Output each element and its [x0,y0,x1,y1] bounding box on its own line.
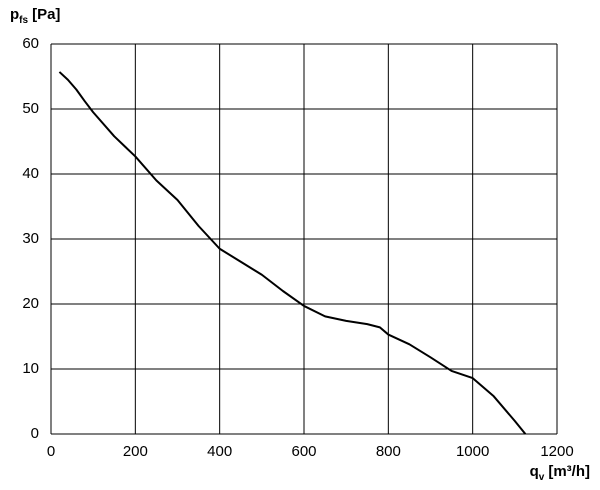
x-label-symbol: q [530,463,539,480]
y-tick-label: 50 [22,100,39,117]
y-label-subscript: fs [19,15,28,26]
x-label-unit: [m³/h] [548,463,590,480]
x-axis-label: qv [m³/h] [530,463,590,483]
x-tick-label: 800 [376,443,401,460]
y-tick-label: 0 [31,425,39,442]
x-tick-label: 200 [123,443,148,460]
y-axis-label: pfs [Pa] [10,6,60,26]
x-tick-label: 0 [47,443,55,460]
y-label-unit: [Pa] [32,6,60,23]
y-tick-label: 30 [22,230,39,247]
y-tick-label: 60 [22,35,39,52]
y-tick-label: 20 [22,295,39,312]
curve [58,71,527,435]
y-label-symbol: p [10,6,19,23]
y-tick-label: 10 [22,360,39,377]
x-tick-label: 1200 [540,443,573,460]
y-tick-label: 40 [22,165,39,182]
x-tick-label: 600 [291,443,316,460]
x-tick-label: 400 [207,443,232,460]
x-label-subscript: v [539,472,545,483]
x-tick-label: 1000 [456,443,489,460]
